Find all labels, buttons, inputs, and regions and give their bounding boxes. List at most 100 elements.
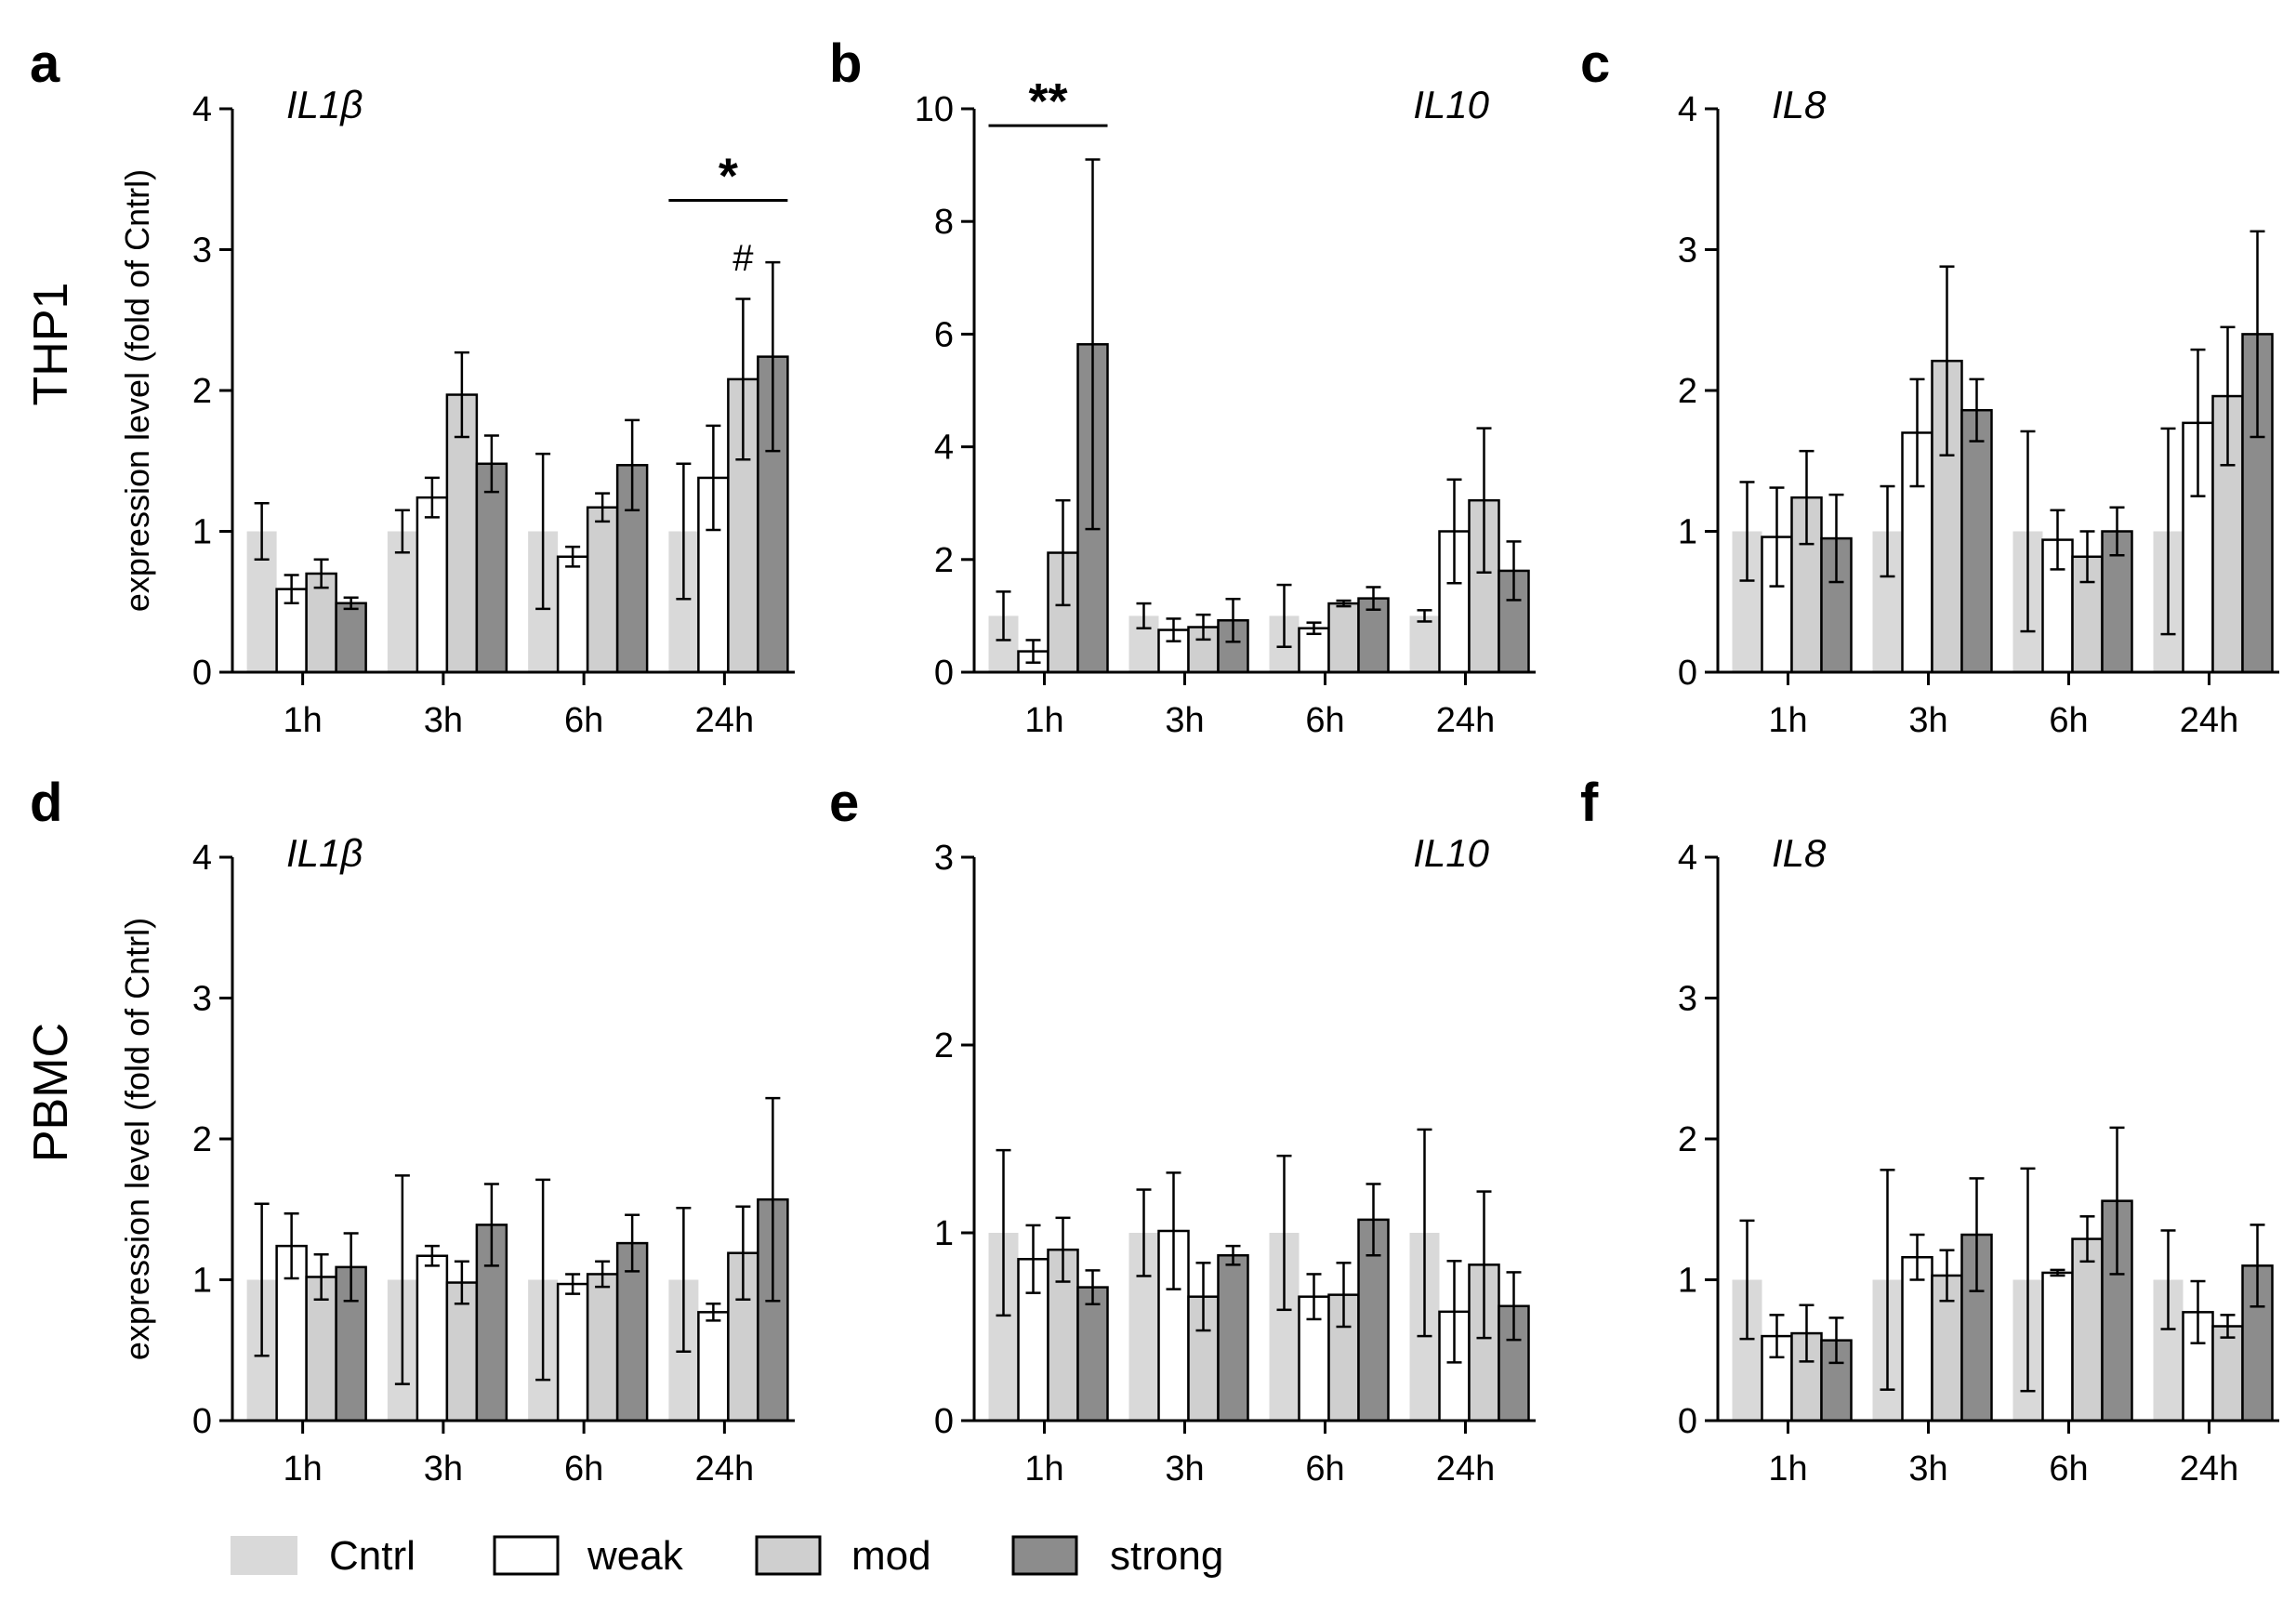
x-tick-label-3h: 3h: [1165, 1449, 1204, 1488]
y-tick-label: 4: [192, 839, 212, 878]
x-tick-label-24h: 24h: [2180, 701, 2238, 740]
bar-weak-6h: [556, 555, 589, 674]
x-tick-label-1h: 1h: [1024, 701, 1063, 740]
significance-star: *: [719, 148, 738, 204]
bar-mod-24h: [2211, 1325, 2244, 1422]
y-tick-label: 1: [192, 513, 212, 552]
y-axis-label-top: expression level (fold of Cntrl): [118, 169, 156, 612]
panel-letter-b: b: [829, 33, 862, 94]
legend-label-weak: weak: [587, 1533, 684, 1579]
bar-mod-3h: [445, 393, 479, 674]
y-tick-label: 2: [1678, 1120, 1697, 1159]
gene-label-c: IL8: [1772, 83, 1827, 126]
x-tick-label-6h: 6h: [2049, 1449, 2088, 1488]
x-tick-label-3h: 3h: [1165, 701, 1204, 740]
x-tick-label-3h: 3h: [1908, 701, 1947, 740]
x-tick-label-24h: 24h: [695, 1449, 754, 1488]
y-tick-label: 3: [192, 980, 212, 1019]
gene-label-b: IL10: [1413, 83, 1489, 126]
y-tick-label: 0: [934, 1402, 954, 1441]
y-tick-label: 2: [192, 1120, 212, 1159]
bar-mod-6h: [586, 506, 619, 674]
y-tick-label: 4: [1678, 90, 1697, 129]
bar-weak-3h: [416, 1254, 449, 1422]
bar-strong-1h: [335, 602, 367, 674]
y-tick-label: 4: [1678, 839, 1697, 878]
panel-f: f IL8 0 1 2 3 4 1h 3h 6h 24h: [1580, 773, 2279, 1488]
bar-strong-1h: [1076, 1286, 1109, 1422]
y-tick-label: 2: [1678, 372, 1697, 411]
y-tick-label: 8: [934, 203, 954, 242]
legend-swatch-cntrl: [231, 1536, 297, 1575]
panel-a: a IL1β 0 1 2 3 4 1h 3h 6h 24h * #: [30, 33, 795, 740]
y-tick-label: 0: [192, 654, 212, 693]
y-tick-label: 1: [1678, 513, 1697, 552]
bar-strong-3h: [1960, 408, 1993, 674]
bar-strong-6h: [615, 1241, 649, 1422]
x-tick-label-24h: 24h: [1436, 1449, 1495, 1488]
row-label-thp1: THP1: [24, 283, 78, 406]
legend-swatch-mod: [755, 1535, 822, 1576]
x-tick-label-24h: 24h: [695, 701, 754, 740]
y-tick-label: 0: [192, 1402, 212, 1441]
x-tick-label-3h: 3h: [424, 1449, 463, 1488]
x-tick-label-1h: 1h: [283, 701, 322, 740]
panel-d: d IL1β 0 1 2 3 4 1h 3h 6h 24h: [30, 773, 795, 1488]
panel-letter-e: e: [829, 773, 859, 833]
x-tick-label-3h: 3h: [424, 701, 463, 740]
legend-swatch-weak: [493, 1535, 560, 1576]
y-tick-label: 3: [1678, 232, 1697, 271]
x-tick-label-6h: 6h: [564, 701, 603, 740]
significance-hash: #: [732, 238, 754, 279]
y-tick-label: 2: [934, 1026, 954, 1065]
y-tick-label: 10: [915, 90, 954, 129]
y-tick-label: 1: [192, 1262, 212, 1301]
x-tick-label-24h: 24h: [1436, 701, 1495, 740]
panel-letter-c: c: [1580, 33, 1610, 94]
panel-letter-f: f: [1580, 773, 1599, 833]
y-axis-label-bottom: expression level (fold of Cntrl): [118, 918, 156, 1360]
y-tick-label: 1: [1678, 1262, 1697, 1301]
bar-strong-3h: [1217, 1253, 1249, 1422]
bar-weak-3h: [416, 496, 449, 674]
y-tick-label: 1: [934, 1214, 954, 1253]
bar-strong-3h: [475, 462, 508, 674]
bar-weak-6h: [2041, 1271, 2074, 1422]
y-tick-label: 2: [934, 541, 954, 580]
x-tick-label-1h: 1h: [1768, 701, 1807, 740]
legend-label-mod: mod: [851, 1533, 931, 1579]
x-tick-label-1h: 1h: [1024, 1449, 1063, 1488]
gene-label-d: IL1β: [286, 831, 363, 875]
y-tick-label: 4: [934, 429, 954, 468]
x-tick-label-24h: 24h: [2180, 1449, 2238, 1488]
bar-cntrl-3h: [387, 531, 417, 672]
panel-c: c IL8 0 1 2 3 4 1h 3h 6h 24h: [1580, 33, 2279, 740]
y-tick-label: 0: [1678, 1402, 1697, 1441]
y-tick-label: 2: [192, 372, 212, 411]
legend-label-strong: strong: [1110, 1533, 1223, 1579]
x-tick-label-3h: 3h: [1908, 1449, 1947, 1488]
gene-label-f: IL8: [1772, 831, 1827, 875]
legend: Cntrl weak mod strong: [231, 1533, 1223, 1579]
gene-label-e: IL10: [1413, 831, 1489, 875]
bar-weak-6h: [556, 1282, 589, 1422]
x-tick-label-6h: 6h: [1305, 701, 1344, 740]
bar-mod-6h: [2071, 1237, 2104, 1422]
legend-label-cntrl: Cntrl: [329, 1533, 416, 1579]
panel-e: e IL10 0 1 2 3 1h 3h 6h 24h: [829, 773, 1536, 1488]
significance-star: **: [1028, 73, 1067, 129]
x-tick-label-6h: 6h: [564, 1449, 603, 1488]
bar-mod-6h: [586, 1273, 619, 1422]
bar-cntrl-24h: [1409, 615, 1440, 672]
x-tick-label-1h: 1h: [1768, 1449, 1807, 1488]
y-tick-label: 3: [192, 232, 212, 271]
bar-weak-24h: [697, 1311, 730, 1422]
x-tick-label-1h: 1h: [283, 1449, 322, 1488]
y-tick-label: 0: [1678, 654, 1697, 693]
x-tick-label-6h: 6h: [1305, 1449, 1344, 1488]
panel-b: b IL10 0 2 4 6 8 10 1h 3h 6h 24h **: [829, 33, 1536, 740]
panel-letter-d: d: [30, 773, 62, 833]
